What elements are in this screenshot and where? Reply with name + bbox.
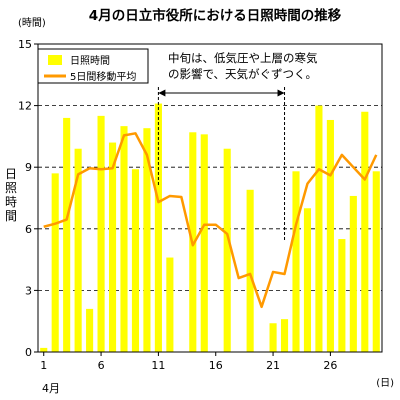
y-axis-label-char: 間 [5, 209, 17, 223]
annotation: 中旬は、低気圧や上層の寒気 の影響で、天気がぐずつく。 [157, 51, 318, 240]
legend-bar-swatch [48, 55, 62, 65]
bar [326, 119, 334, 353]
y-tick-label: 9 [25, 161, 32, 174]
bar [97, 115, 105, 352]
bar [292, 171, 300, 352]
bar [108, 142, 117, 352]
bar [200, 134, 208, 352]
bar [372, 171, 380, 352]
bar [349, 195, 357, 352]
bar [246, 189, 254, 352]
x-axis-ticks: 1 6 11 16 21 26 [40, 352, 337, 372]
bar [154, 103, 162, 353]
bar [269, 323, 277, 352]
legend-line-label: 5日間移動平均 [70, 70, 136, 83]
x-tick-label: 21 [266, 359, 280, 372]
moving-average-series [43, 132, 378, 309]
x-axis-month-label: 4月 [42, 382, 60, 395]
bar [166, 257, 174, 352]
bar [120, 126, 128, 352]
legend-box [37, 48, 149, 84]
bar [361, 111, 369, 352]
x-axis-unit: (日) [376, 378, 394, 389]
bar [223, 148, 231, 352]
y-tick-label: 3 [25, 284, 32, 297]
y-tick-label: 6 [25, 223, 32, 236]
annotation-arrowhead-left [158, 89, 166, 97]
chart-title: 4月の日立市役所における日照時間の推移 [89, 7, 342, 24]
annotation-line-1: 中旬は、低気圧や上層の寒気 [168, 51, 318, 65]
y-axis-label-char: 日 [5, 167, 17, 181]
grid-lines [38, 105, 382, 291]
bar [74, 148, 82, 352]
bar [63, 117, 71, 352]
legend: 日照時間 5日間移動平均 [37, 48, 149, 84]
x-tick-label: 16 [209, 359, 223, 372]
x-tick-label: 26 [323, 359, 337, 372]
bar [131, 169, 140, 352]
annotation-line-2: の影響で、天気がぐずつく。 [168, 67, 317, 81]
x-tick-label: 6 [98, 359, 105, 372]
y-axis-label-char: 時 [5, 195, 17, 209]
y-axis-label-char: 照 [5, 181, 17, 195]
y-tick-label: 0 [25, 346, 32, 359]
bar [143, 128, 151, 352]
annotation-range-markers [157, 87, 286, 240]
plot-area-frame [37, 43, 383, 353]
y-tick-label: 15 [18, 38, 32, 51]
bar [51, 173, 59, 352]
x-tick-label: 11 [151, 359, 165, 372]
y-tick-label: 12 [18, 100, 32, 113]
y-axis-label: 日照時間 [5, 167, 17, 223]
bar [40, 347, 48, 352]
x-tick-label: 1 [40, 359, 47, 372]
y-axis-ticks: 0 3 6 9 12 15 [18, 38, 38, 359]
moving-average-line [43, 132, 378, 309]
annotation-arrowhead-right [277, 89, 285, 97]
bar [303, 208, 312, 352]
bar [338, 239, 346, 352]
bar [86, 308, 94, 352]
bar [280, 319, 289, 352]
legend-bar-label: 日照時間 [70, 55, 110, 67]
bar [315, 105, 323, 352]
y-axis-unit: (時間) [18, 17, 46, 29]
